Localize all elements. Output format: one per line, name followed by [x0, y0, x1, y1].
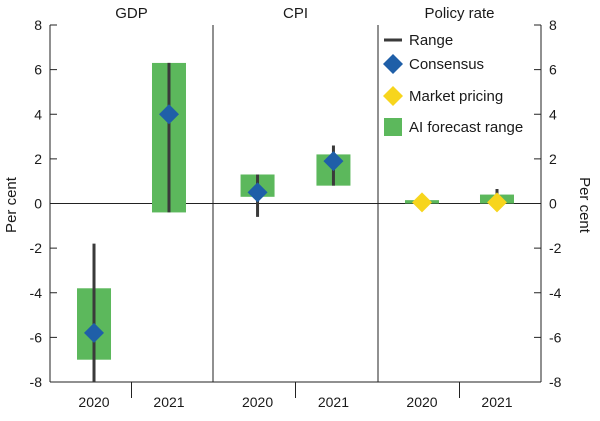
y-tick-label-left: 0: [34, 196, 42, 212]
y-axis-title-left: Per cent: [3, 176, 20, 233]
x-tick-label: 2020: [78, 394, 109, 410]
y-tick-label-right: -8: [549, 374, 562, 390]
legend-label: Range: [409, 32, 453, 49]
y-tick-label-right: 6: [549, 62, 557, 78]
legend: Range Consensus Market pricing AI forecast …: [383, 32, 523, 136]
consensus-marker: [158, 104, 179, 125]
legend-label: Market pricing: [409, 88, 503, 105]
panel-title: GDP: [115, 5, 148, 22]
y-tick-label-left: 6: [34, 62, 42, 78]
market-pricing-marker: [412, 192, 433, 213]
y-tick-label-left: -8: [30, 374, 43, 390]
y-tick-label-left: 8: [34, 17, 42, 33]
y-tick-label-left: -4: [30, 285, 43, 301]
y-axis-title-right: Per cent: [576, 177, 593, 234]
legend-ai-range-swatch: [384, 118, 402, 136]
x-tick-label: 2021: [318, 394, 349, 410]
y-tick-label-left: -2: [30, 240, 43, 256]
y-tick-label-right: 0: [549, 196, 557, 212]
y-tick-label-right: 8: [549, 17, 557, 33]
market-pricing-marker: [486, 192, 507, 213]
y-tick-label-right: 2: [549, 151, 557, 167]
consensus-marker: [323, 151, 344, 172]
y-tick-label-left: 2: [34, 151, 42, 167]
consensus-marker: [247, 182, 268, 203]
x-tick-label: 2020: [242, 394, 273, 410]
y-tick-label-right: -6: [549, 329, 562, 345]
y-tick-label-right: -4: [549, 285, 562, 301]
legend-consensus-swatch: [383, 54, 403, 74]
x-tick-label: 2021: [481, 394, 512, 410]
y-tick-label-left: -6: [30, 329, 43, 345]
y-tick-label-left: 4: [34, 106, 42, 122]
panel-title: CPI: [283, 5, 308, 22]
x-tick-label: 2020: [406, 394, 437, 410]
consensus-marker: [84, 322, 105, 343]
x-tick-label: 2021: [153, 394, 184, 410]
y-tick-label-right: -2: [549, 240, 562, 256]
legend-label: Consensus: [409, 56, 484, 73]
y-tick-label-right: 4: [549, 106, 557, 122]
panel-title: Policy rate: [424, 5, 494, 22]
legend-label: AI forecast range: [409, 119, 523, 136]
plot-area: -8 -8 -6 -6 -4 -4 -2 -2 0 0 2 2 4 4 6 6 8 8 GDP 2020 2021 CPI…: [30, 5, 562, 410]
legend-market-swatch: [383, 86, 403, 106]
